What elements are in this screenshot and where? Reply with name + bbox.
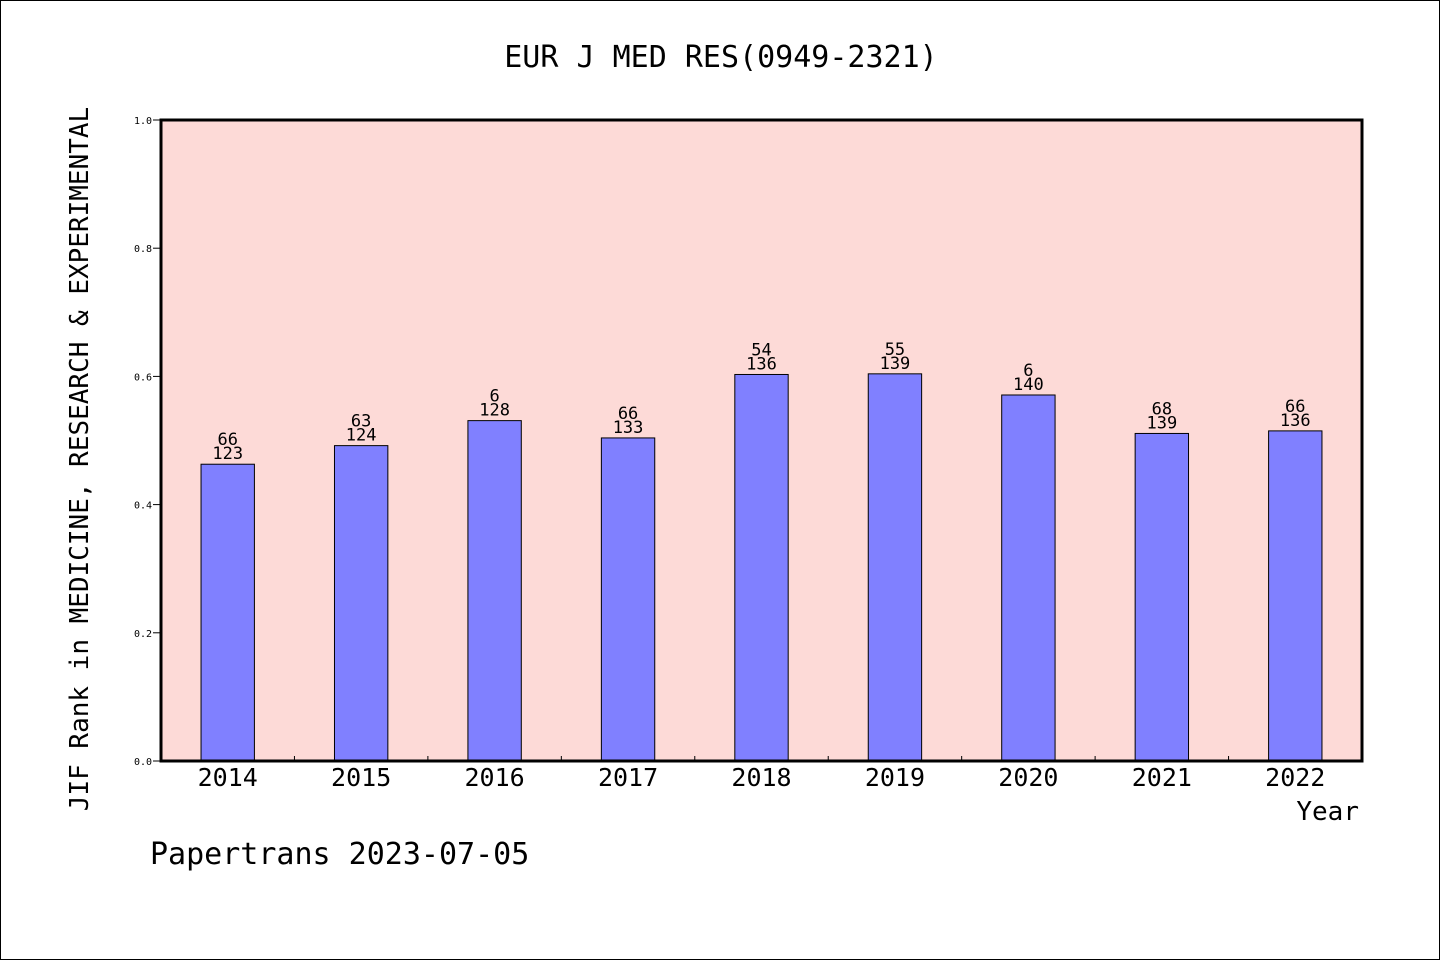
- bar-total-label: 140: [1013, 375, 1044, 395]
- bar-rank-label: 55: [885, 340, 905, 360]
- x-tick-label: 2020: [998, 763, 1058, 792]
- x-tick-label: 2017: [598, 763, 658, 792]
- chart-title: EUR J MED RES(0949-2321): [504, 40, 937, 75]
- bar-rank-label: 54: [751, 340, 771, 360]
- x-tick-label: 2018: [731, 763, 791, 792]
- bar-total-label: 124: [346, 426, 377, 446]
- y-tick-label: 0.6: [134, 372, 152, 383]
- bar-rank-label: 68: [1152, 399, 1172, 419]
- x-axis: 2014 2015 2016 2017 2018 2019 2020 2021 2022: [198, 756, 1325, 792]
- bar-rank-label: 66: [217, 430, 237, 450]
- y-tick-label: 1.0: [134, 116, 152, 127]
- x-axis-label: Year: [1296, 797, 1359, 827]
- y-tick-label: 0.8: [134, 244, 152, 255]
- bar-rank-label: 63: [351, 412, 371, 432]
- y-axis-label: JIF Rank in MEDICINE, RESEARCH & EXPERIM…: [65, 107, 95, 811]
- bar-total-label: 123: [212, 444, 243, 464]
- bar-rank-label: 66: [1285, 397, 1305, 417]
- bar-rank-label: 6: [1023, 361, 1033, 381]
- x-tick-label: 2016: [465, 763, 525, 792]
- bar-2014: [200, 463, 255, 762]
- y-axis: 0.0 0.2 0.4 0.6 0.8 1.0: [134, 116, 161, 768]
- bar-2021: [1134, 432, 1190, 762]
- x-tick-label: 2019: [865, 763, 925, 792]
- bar-2016: [467, 420, 522, 762]
- bar-2015: [333, 445, 389, 762]
- bar-total-label: 139: [880, 354, 911, 374]
- y-tick-label: 0.2: [134, 629, 152, 640]
- x-tick-label: 2021: [1132, 763, 1192, 792]
- y-tick-label: 0.4: [134, 501, 152, 512]
- x-tick-label: 2014: [198, 763, 258, 792]
- bar-total-label: 136: [746, 354, 777, 374]
- footer-credit: Papertrans 2023-07-05: [150, 837, 529, 872]
- x-tick-label: 2015: [331, 763, 391, 792]
- x-tick-label: 2022: [1265, 763, 1325, 792]
- bar-total-label: 128: [479, 401, 510, 421]
- bar-total-label: 139: [1146, 413, 1177, 433]
- bar-2017: [600, 437, 656, 762]
- bar-2019: [867, 373, 923, 762]
- bar-rank-label: 6: [489, 387, 499, 407]
- bar-total-label: 133: [613, 418, 644, 438]
- y-tick-label: 0.0: [134, 757, 152, 768]
- bar-2022: [1268, 430, 1323, 762]
- bar-rank-label: 66: [618, 404, 638, 424]
- bar-2018: [734, 373, 789, 762]
- bar-total-label: 136: [1280, 411, 1311, 431]
- bar-2020: [1001, 394, 1056, 762]
- plot-frame: [159, 118, 1364, 763]
